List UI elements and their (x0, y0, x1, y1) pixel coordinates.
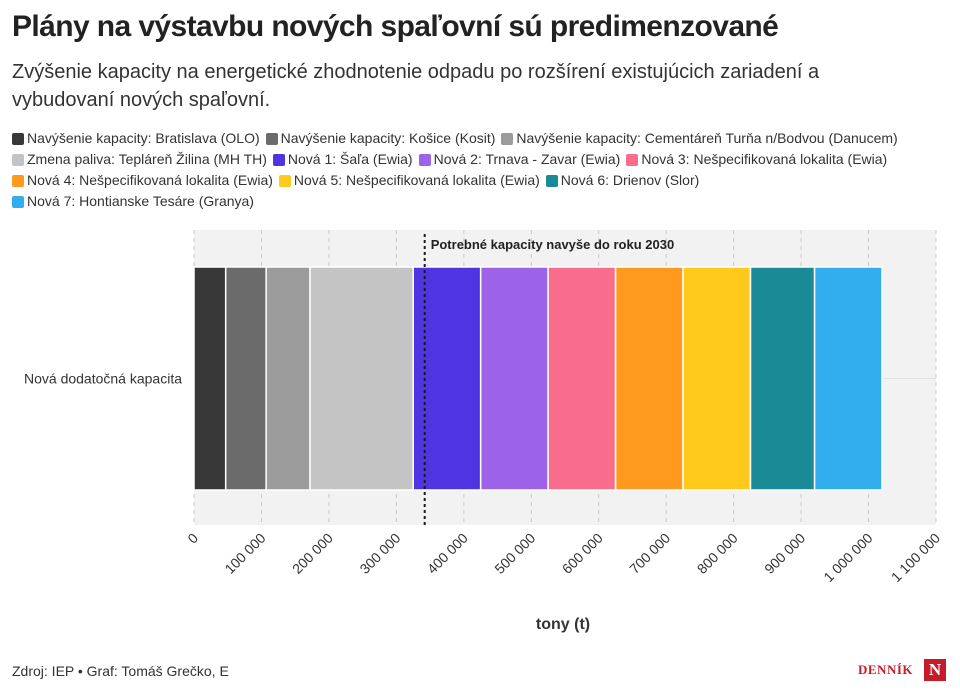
legend-item: Nová 2: Trnava - Zavar (Ewia) (418, 149, 621, 170)
bar-segment (749, 266, 816, 491)
x-tick-label: 700 000 (626, 530, 673, 577)
legend-label: Zmena paliva: Tepláreň Žilina (MH TH) (27, 151, 267, 167)
chart-title: Plány na výstavbu nových spaľovní sú pre… (12, 10, 779, 43)
legend-label: Nová 6: Drienov (Slor) (560, 172, 700, 188)
legend: Navýšenie kapacity: Bratislava (OLO) Navý… (12, 128, 912, 212)
x-tick-label: 600 000 (559, 530, 606, 577)
x-tick-label: 400 000 (424, 530, 471, 577)
legend-swatch (272, 153, 285, 166)
x-tick-label: 1 100 000 (888, 530, 944, 586)
reference-line-label: Potrebné kapacity navyše do roku 2030 (431, 237, 675, 252)
category-label: Nová dodatočná kapacita (24, 371, 182, 387)
legend-label: Nová 2: Trnava - Zavar (Ewia) (433, 151, 621, 167)
legend-item: Zmena paliva: Tepláreň Žilina (MH TH) (12, 149, 267, 170)
x-axis-title: tony (t) (536, 616, 590, 633)
legend-label: Nová 3: Nešpecifikovaná lokalita (Ewia) (641, 151, 888, 167)
dennik-n-logo[interactable]: DENNÍK N (856, 657, 946, 683)
bar-segment (614, 266, 684, 491)
bar-segment (479, 266, 549, 491)
bar-segment (682, 266, 752, 491)
legend-swatch (265, 132, 278, 145)
legend-label: Navýšenie kapacity: Cementáreň Turňa n/B… (516, 130, 898, 146)
stacked-bar-chart: Potrebné kapacity navyše do roku 2030 Nov… (24, 230, 944, 633)
x-tick-label: 500 000 (491, 530, 538, 577)
bar-segment (193, 266, 227, 491)
x-tick-label: 900 000 (761, 530, 808, 577)
bar-segment (412, 266, 482, 491)
x-tick-label: 0 (184, 530, 201, 547)
legend-item: Navýšenie kapacity: Bratislava (OLO) (12, 128, 260, 149)
legend-label: Nová 7: Hontianske Tesáre (Granya) (27, 193, 254, 209)
bar-segment (265, 266, 311, 491)
x-tick-label: 100 000 (221, 530, 268, 577)
legend-swatch (12, 132, 24, 145)
legend-label: Navýšenie kapacity: Bratislava (OLO) (27, 130, 260, 146)
legend-swatch (12, 174, 24, 187)
legend-item: Navýšenie kapacity: Cementáreň Turňa n/B… (501, 128, 898, 149)
legend-swatch (501, 132, 514, 145)
x-tick-label: 200 000 (289, 530, 336, 577)
legend-swatch (545, 174, 558, 187)
legend-swatch (626, 153, 639, 166)
legend-label: Nová 4: Nešpecifikovaná lokalita (Ewia) (27, 172, 273, 188)
legend-item: Nová 4: Nešpecifikovaná lokalita (Ewia) (12, 170, 273, 191)
legend-swatch (12, 195, 24, 208)
x-tick-label: 300 000 (356, 530, 403, 577)
legend-item: Nová 1: Šaľa (Ewia) (272, 149, 413, 170)
legend-item: Nová 7: Hontianske Tesáre (Granya) (12, 191, 254, 212)
legend-swatch (12, 153, 24, 166)
legend-label: Nová 1: Šaľa (Ewia) (287, 151, 413, 167)
bar-segment (224, 266, 267, 491)
legend-label: Navýšenie kapacity: Košice (Kosit) (280, 130, 496, 146)
legend-swatch (418, 153, 431, 166)
legend-label: Nová 5: Nešpecifikovaná lokalita (Ewia) (293, 172, 540, 188)
legend-item: Nová 6: Drienov (Slor) (545, 170, 700, 191)
bar-segment (813, 266, 883, 491)
x-tick-label: 1 000 000 (820, 530, 876, 586)
logo-text: DENNÍK (858, 662, 914, 677)
legend-item: Nová 3: Nešpecifikovaná lokalita (Ewia) (626, 149, 887, 170)
bar-segment (547, 266, 617, 491)
x-tick-label: 800 000 (694, 530, 741, 577)
chart-subtitle: Zvýšenie kapacity na energetické zhodnot… (12, 61, 820, 111)
logo-n-icon: N (924, 659, 946, 681)
source-note: Zdroj: IEP • Graf: Tomáš Grečko, E (12, 663, 229, 679)
bar-segment (309, 266, 414, 491)
legend-item: Navýšenie kapacity: Košice (Kosit) (265, 128, 496, 149)
legend-item: Nová 5: Nešpecifikovaná lokalita (Ewia) (278, 170, 540, 191)
legend-swatch (278, 174, 291, 187)
